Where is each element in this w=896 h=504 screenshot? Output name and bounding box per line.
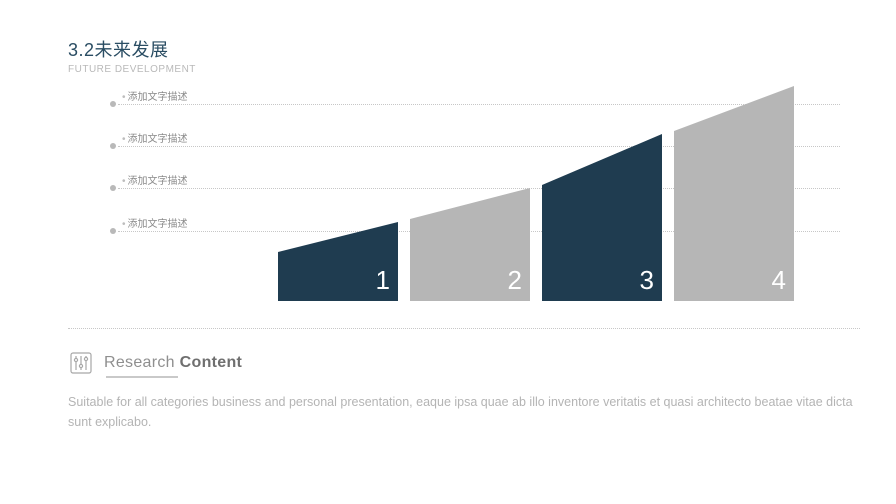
bar-number: 2 [494,265,522,296]
footer-block: Research Content Suitable for all catego… [68,350,856,432]
section-subtitle: FUTURE DEVELOPMENT [68,64,196,75]
section-title: 3.2未来发展 [68,36,196,62]
bar-number: 1 [362,265,390,296]
bars-svg [100,86,840,301]
section-divider [68,328,860,329]
slide-header: 3.2未来发展 FUTURE DEVELOPMENT [68,36,196,75]
growth-chart: •添加文字描述•添加文字描述•添加文字描述•添加文字描述 1234 [100,86,840,301]
footer-title-row: Research Content [68,350,856,376]
footer-underline [106,376,178,378]
sliders-icon [68,350,94,376]
bar-number: 4 [758,265,786,296]
footer-title: Research Content [104,354,242,372]
footer-title-word2: Content [180,354,243,371]
footer-description: Suitable for all categories business and… [68,392,856,432]
bar-number: 3 [626,265,654,296]
footer-title-word1: Research [104,354,175,371]
